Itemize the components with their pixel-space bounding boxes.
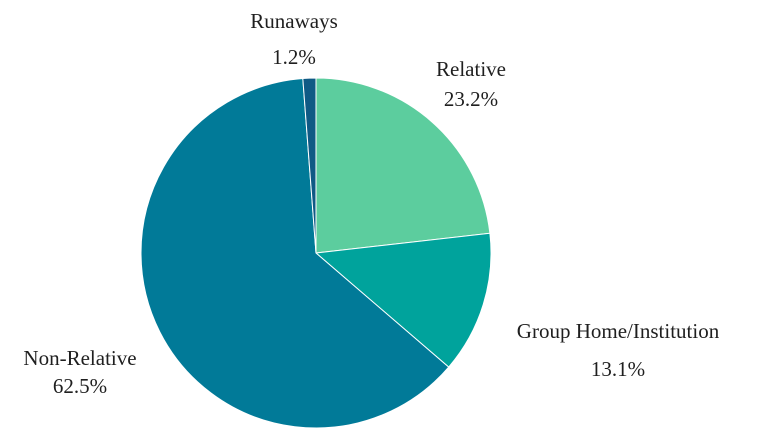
slice-label-non-relative: Non-Relative: [23, 346, 136, 370]
slice-value-group-home-institution: 13.1%: [591, 357, 645, 381]
slice-value-non-relative: 62.5%: [53, 374, 107, 398]
slice-label-runaways: Runaways: [250, 9, 338, 33]
slice-label-group-home-institution: Group Home/Institution: [517, 319, 720, 343]
slice-value-runaways: 1.2%: [272, 45, 316, 69]
slices-layer: [141, 78, 491, 428]
slice-label-relative: Relative: [436, 57, 506, 81]
slice-value-relative: 23.2%: [444, 87, 498, 111]
